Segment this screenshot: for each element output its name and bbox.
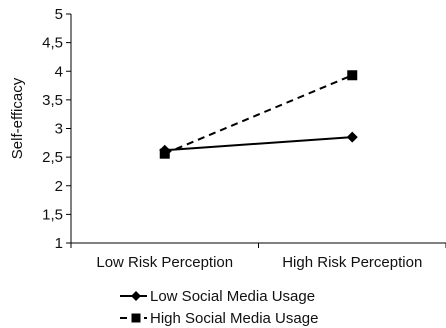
y-tick-label: 4,5: [42, 35, 63, 52]
y-tick-label: 2,5: [42, 149, 63, 166]
y-tick-label: 3,5: [42, 92, 63, 109]
series-line: [164, 136, 353, 152]
y-tick-label: 2: [55, 178, 63, 195]
series: [159, 70, 358, 159]
x-tick-label: High Risk Perception: [282, 254, 422, 271]
y-tick-label: 4: [55, 63, 63, 80]
y-tick-label: 1: [55, 235, 63, 252]
legend-item: High Social Media Usage: [120, 310, 318, 327]
square-marker: [347, 70, 358, 81]
y-axis-label: Self-efficacy: [9, 77, 26, 159]
y-tick-label: 5: [55, 6, 63, 23]
legend-marker: [131, 291, 141, 301]
legend-label: Low Social Media Usage: [150, 288, 315, 305]
legend-label: High Social Media Usage: [150, 310, 318, 327]
legend-item: Low Social Media Usage: [120, 288, 315, 305]
y-tick-label: 1,5: [42, 206, 63, 223]
series-2: [159, 70, 358, 159]
square-marker: [159, 148, 170, 159]
y-ticks: 1 1,5 2 2,5 3 3,5 4 4,5 5: [42, 6, 71, 252]
legend: Low Social Media Usage High Social Media …: [120, 288, 318, 327]
legend-marker: [131, 313, 141, 323]
x-tick-label: Low Risk Perception: [96, 254, 233, 271]
y-tick-label: 3: [55, 121, 63, 138]
x-ticks: Low Risk Perception High Risk Perception: [70, 243, 446, 271]
series-line: [164, 74, 353, 155]
diamond-marker: [346, 131, 358, 143]
